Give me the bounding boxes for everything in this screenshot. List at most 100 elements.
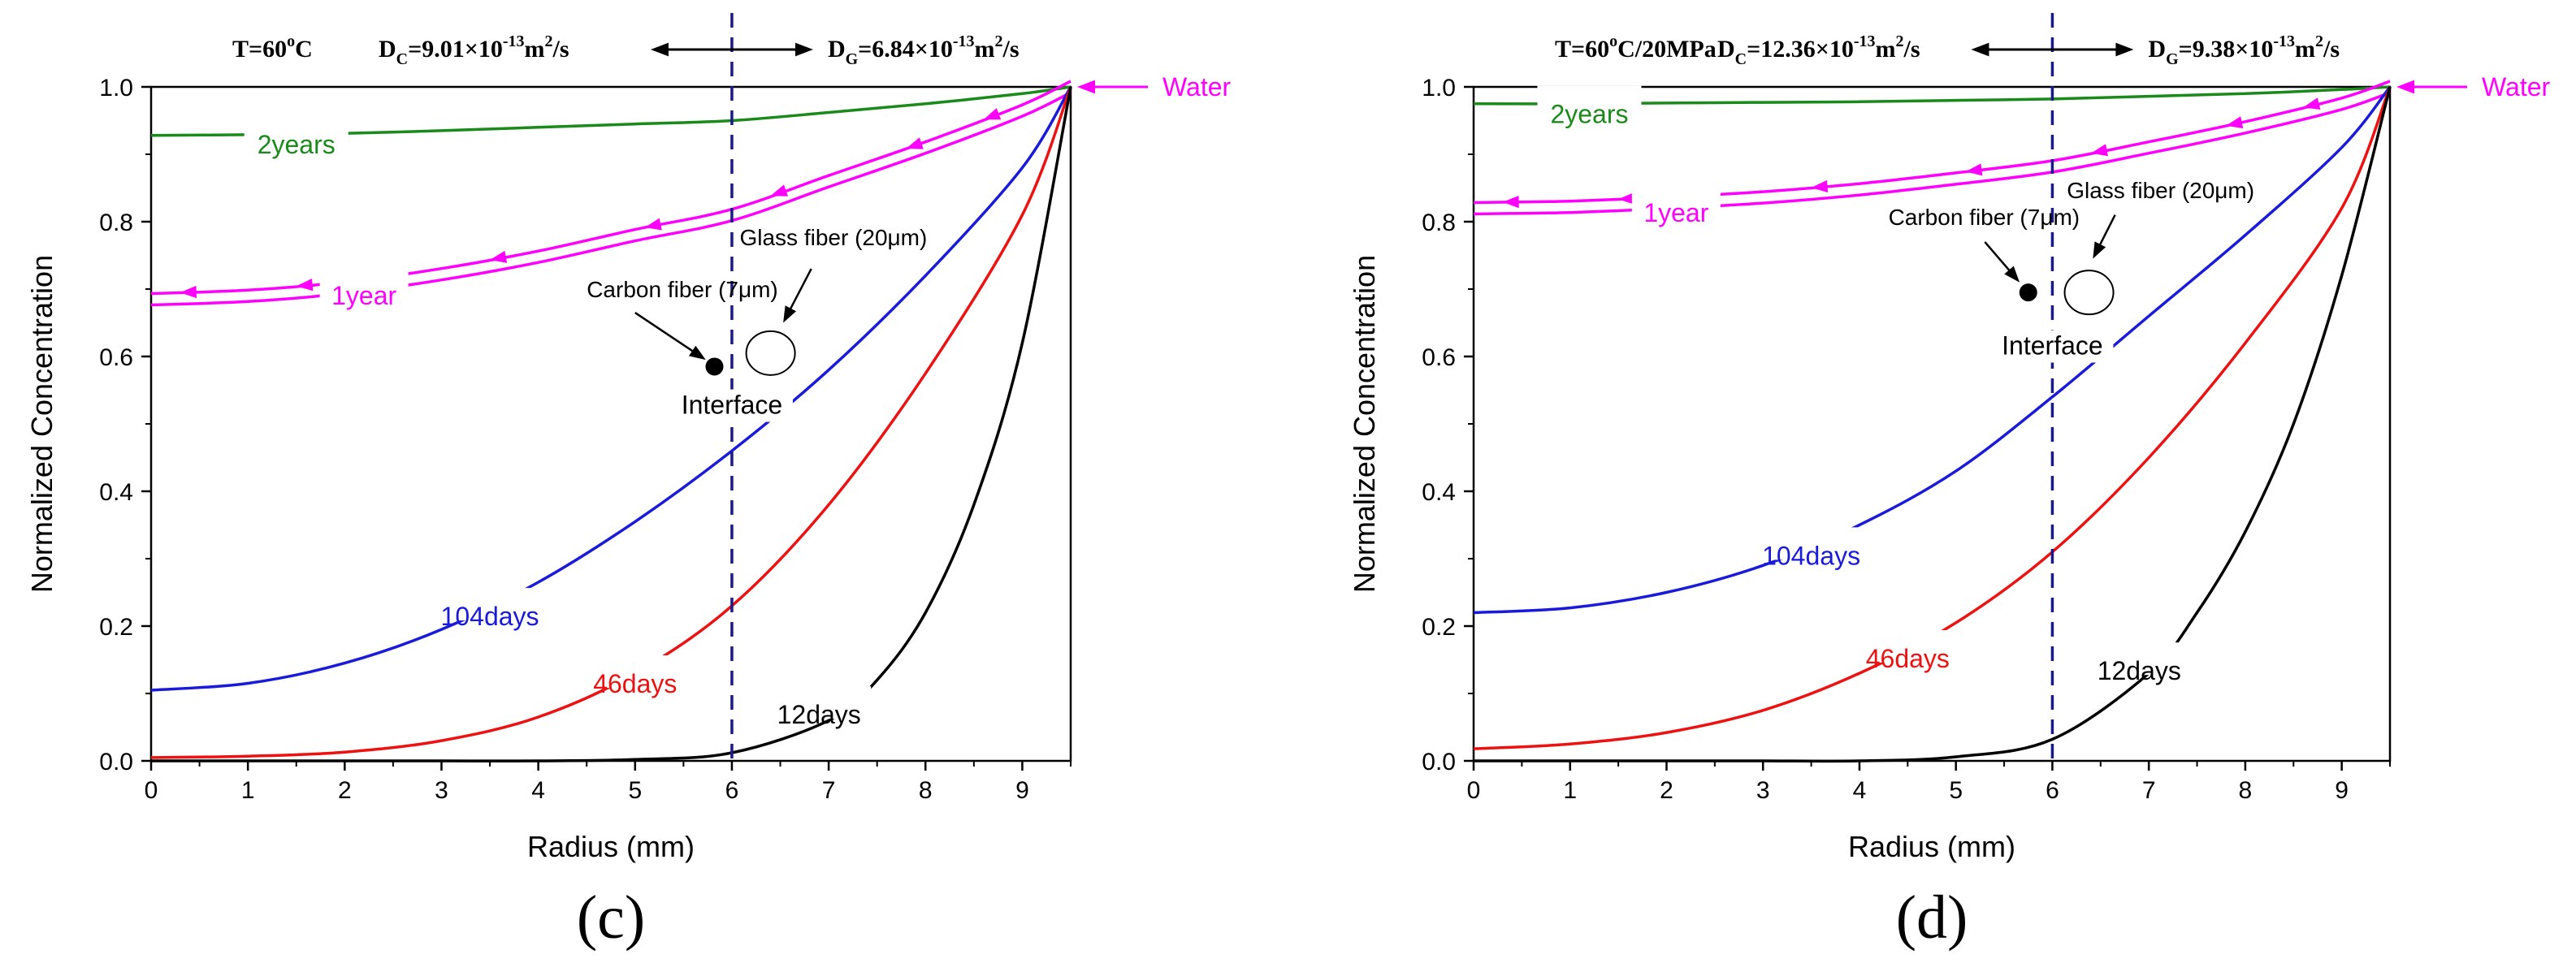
temperature-label: T=60oC (232, 32, 313, 63)
y-tick-label: 1.0 (99, 75, 133, 102)
series-label-bg (319, 267, 409, 300)
x-axis-label: Radius (mm) (1848, 830, 2015, 863)
x-tick-label: 2 (1660, 777, 1673, 804)
series-arrowhead-1year (490, 250, 508, 263)
x-tick-label: 6 (725, 777, 739, 804)
x-tick-label: 4 (1853, 777, 1867, 804)
water-arrow-head (2396, 80, 2414, 94)
x-tick-label: 9 (2335, 777, 2349, 804)
interface-label: Interface (682, 391, 783, 420)
carbon-fiber-label: Carbon fiber (7μm) (587, 277, 778, 302)
glass-fiber-label: Glass fiber (20μm) (2067, 178, 2254, 203)
series-line-46days (1473, 86, 2392, 750)
series-label-bg (1631, 184, 1721, 218)
x-tick-label: 9 (1015, 777, 1029, 804)
series-label-12days: 12days (777, 700, 861, 729)
y-tick-label: 0.8 (1422, 210, 1456, 236)
glass-fiber-label: Glass fiber (20μm) (739, 225, 927, 250)
glass-fiber-circle (745, 330, 796, 376)
y-tick-label: 0.2 (99, 614, 133, 641)
series-label-12days: 12days (2098, 656, 2181, 685)
series-arrowhead-1year (2226, 116, 2244, 129)
series-label-1year: 1year (331, 281, 396, 310)
dc-label: DC=12.36×10-13m2/s (1717, 32, 1920, 68)
series-label-bg (1751, 527, 1872, 560)
series-arrowhead-1year (2090, 144, 2109, 157)
carbon-pointer-line (634, 312, 696, 354)
x-tick-label: 8 (2239, 777, 2253, 804)
dc-label: DC=9.01×10-13m2/s (379, 32, 569, 68)
x-tick-label: 0 (1467, 777, 1481, 804)
y-axis-label: Normalized Concentration (25, 255, 58, 593)
x-tick-label: 7 (2142, 777, 2156, 804)
series-label-bg (1537, 85, 1642, 119)
y-tick-label: 0.2 (1422, 614, 1456, 641)
temperature-label: T=60oC/20MPa (1555, 32, 1717, 63)
series-label-104days: 104days (1762, 541, 1860, 570)
glass-pointer-head (2093, 241, 2106, 259)
series-label-2years: 2years (258, 130, 336, 159)
carbon-fiber-label: Carbon fiber (7μm) (1889, 205, 2080, 230)
x-tick-label: 1 (1563, 777, 1577, 804)
glass-pointer-line (786, 268, 812, 316)
series-label-1year: 1year (1643, 198, 1708, 227)
x-tick-label: 1 (241, 777, 255, 804)
interface-label: Interface (2002, 331, 2103, 361)
carbon-pointer-head (2004, 266, 2020, 283)
series-line-46days (150, 86, 1072, 759)
carbon-fiber-dot (705, 357, 724, 376)
x-tick-label: 8 (919, 777, 933, 804)
water-arrow-head (1077, 80, 1095, 94)
water-label: Water (1162, 72, 1232, 102)
panel-d: 0 1 2 3 4 5 6 7 8 9 0.0 0.2 0.4 0.6 0.8 1.0 Radius (mm) N… (1348, 13, 2551, 952)
y-tick-label: 0.0 (99, 749, 133, 775)
series-arrowhead-1year (770, 184, 788, 197)
series-line-104days (150, 86, 1072, 692)
series-label-bg (1855, 629, 1960, 663)
x-tick-label: 5 (628, 777, 642, 804)
panel-c: 0 1 2 3 4 5 6 7 8 9 0.0 0.2 0.4 0.6 0.8 1.0 Radius (mm) N… (25, 13, 1232, 952)
series-line-12days (1474, 86, 2392, 763)
interface-label-bg (1991, 330, 2114, 363)
carbon-pointer-head (688, 345, 706, 361)
carbon-fiber-dot (2019, 283, 2037, 302)
series-label-104days: 104days (441, 602, 539, 631)
series-arrowhead-1year (1811, 179, 1829, 193)
series-arrowhead-1year (644, 218, 662, 231)
series-arrowhead-1year (2303, 97, 2321, 110)
series-label-bg (244, 116, 349, 149)
y-tick-label: 0.8 (99, 210, 133, 236)
y-tick-label: 0.4 (1422, 479, 1456, 506)
y-axis-label: Normalized Concentration (1348, 255, 1381, 593)
panel-label: (d) (1896, 883, 1968, 952)
water-label: Water (2482, 72, 2551, 102)
series-label-bg (2087, 642, 2192, 676)
glass-pointer-head (783, 305, 797, 323)
dg-label: DG=9.38×10-13m2/s (2148, 32, 2340, 68)
series-arrowhead-1year (906, 137, 924, 149)
dg-label: DG=6.84×10-13m2/s (828, 32, 1020, 68)
glass-fiber-circle (2063, 270, 2115, 316)
series-line-12days (151, 86, 1072, 762)
series-arrowhead-1year (983, 108, 1002, 120)
x-tick-label: 2 (338, 777, 352, 804)
series-arrowhead-1year (1965, 163, 1983, 176)
y-tick-label: 0.0 (1422, 749, 1456, 775)
y-tick-label: 0.6 (99, 344, 133, 371)
x-tick-label: 5 (1949, 777, 1963, 804)
series-line-104days (1473, 85, 2392, 615)
panel-label: (c) (577, 883, 645, 952)
x-tick-label: 6 (2046, 777, 2059, 804)
series-arrowhead-1year (296, 279, 314, 292)
y-tick-label: 0.6 (1422, 344, 1456, 371)
diffusion-arrow-left-head (1971, 42, 1989, 57)
x-axis-label: Radius (mm) (527, 830, 695, 863)
series-label-46days: 46days (593, 669, 677, 698)
series-line-1year-upper (150, 80, 1072, 296)
x-tick-label: 4 (531, 777, 545, 804)
series-label-2years: 2years (1550, 100, 1628, 129)
series-label-bg (582, 655, 687, 689)
y-tick-label: 0.4 (99, 479, 133, 506)
series-arrowhead-1year (1618, 192, 1635, 205)
